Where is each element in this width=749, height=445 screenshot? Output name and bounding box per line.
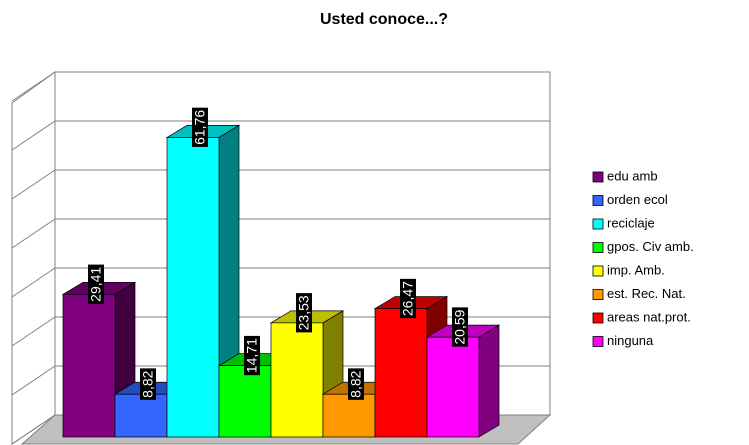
legend-swatch [592, 312, 604, 324]
data-label: 14,71 [244, 335, 260, 376]
grid-line [11, 120, 56, 151]
legend-label: reciclaje [607, 215, 655, 230]
legend-label: imp. Amb. [607, 262, 665, 277]
data-label-box [400, 278, 416, 319]
legend-swatch [592, 242, 604, 253]
legend-swatch [592, 336, 604, 347]
data-label-text: 26,47 [400, 281, 416, 316]
data-label: 26,47 [400, 278, 416, 319]
legend-label: ninguna [607, 333, 654, 348]
data-label-text: 8,82 [140, 370, 156, 397]
data-label-box [192, 107, 208, 147]
data-label: 23,53 [296, 293, 312, 333]
grid-line [11, 71, 56, 102]
bar-front [270, 322, 324, 438]
data-label-text: 8,82 [348, 370, 364, 397]
data-label: 29,41 [88, 264, 104, 304]
data-label-box [244, 335, 260, 376]
grid-line [11, 169, 56, 200]
bar-front [374, 308, 428, 438]
bar-side [478, 324, 500, 438]
data-label-text: 14,71 [244, 338, 260, 373]
bar-front [322, 393, 376, 438]
legend-label: areas nat.prot. [607, 309, 691, 324]
grid-line [11, 218, 56, 249]
data-label-box [140, 368, 156, 400]
data-label: 61,76 [192, 107, 208, 147]
bar-front [166, 137, 220, 438]
grid-line [11, 414, 56, 445]
data-label: 20,59 [452, 307, 468, 347]
grid-line [11, 365, 56, 396]
legend-swatch [592, 265, 604, 277]
bar-front [218, 365, 272, 438]
bar [425, 324, 501, 438]
data-label-box [348, 368, 364, 400]
data-label: 8,82 [140, 368, 156, 400]
bar-front [426, 336, 480, 438]
legend-swatch [592, 171, 604, 183]
bar-front [114, 393, 168, 438]
grid-line [11, 316, 56, 347]
legend-label: edu amb [607, 168, 658, 183]
legend-swatch [592, 289, 604, 300]
legend-swatch [592, 195, 604, 206]
data-label-box [296, 293, 312, 333]
legend-label: est. Rec. Nat. [607, 286, 686, 301]
side-wall [11, 71, 56, 445]
data-label: 8,82 [348, 368, 364, 400]
grid-line [11, 267, 56, 298]
data-label-text: 29,41 [88, 267, 104, 302]
data-label-text: 61,76 [192, 110, 208, 145]
data-label-box [88, 264, 104, 304]
data-label-text: 23,53 [296, 295, 312, 330]
legend-label: gpos. Civ amb. [607, 239, 694, 254]
legend-label: orden ecol [607, 192, 668, 207]
data-label-text: 20,59 [452, 309, 468, 344]
bar-front [62, 293, 116, 438]
data-label-box [452, 307, 468, 347]
legend-swatch [592, 218, 604, 230]
chart-title: Usted conoce...? [320, 11, 448, 28]
